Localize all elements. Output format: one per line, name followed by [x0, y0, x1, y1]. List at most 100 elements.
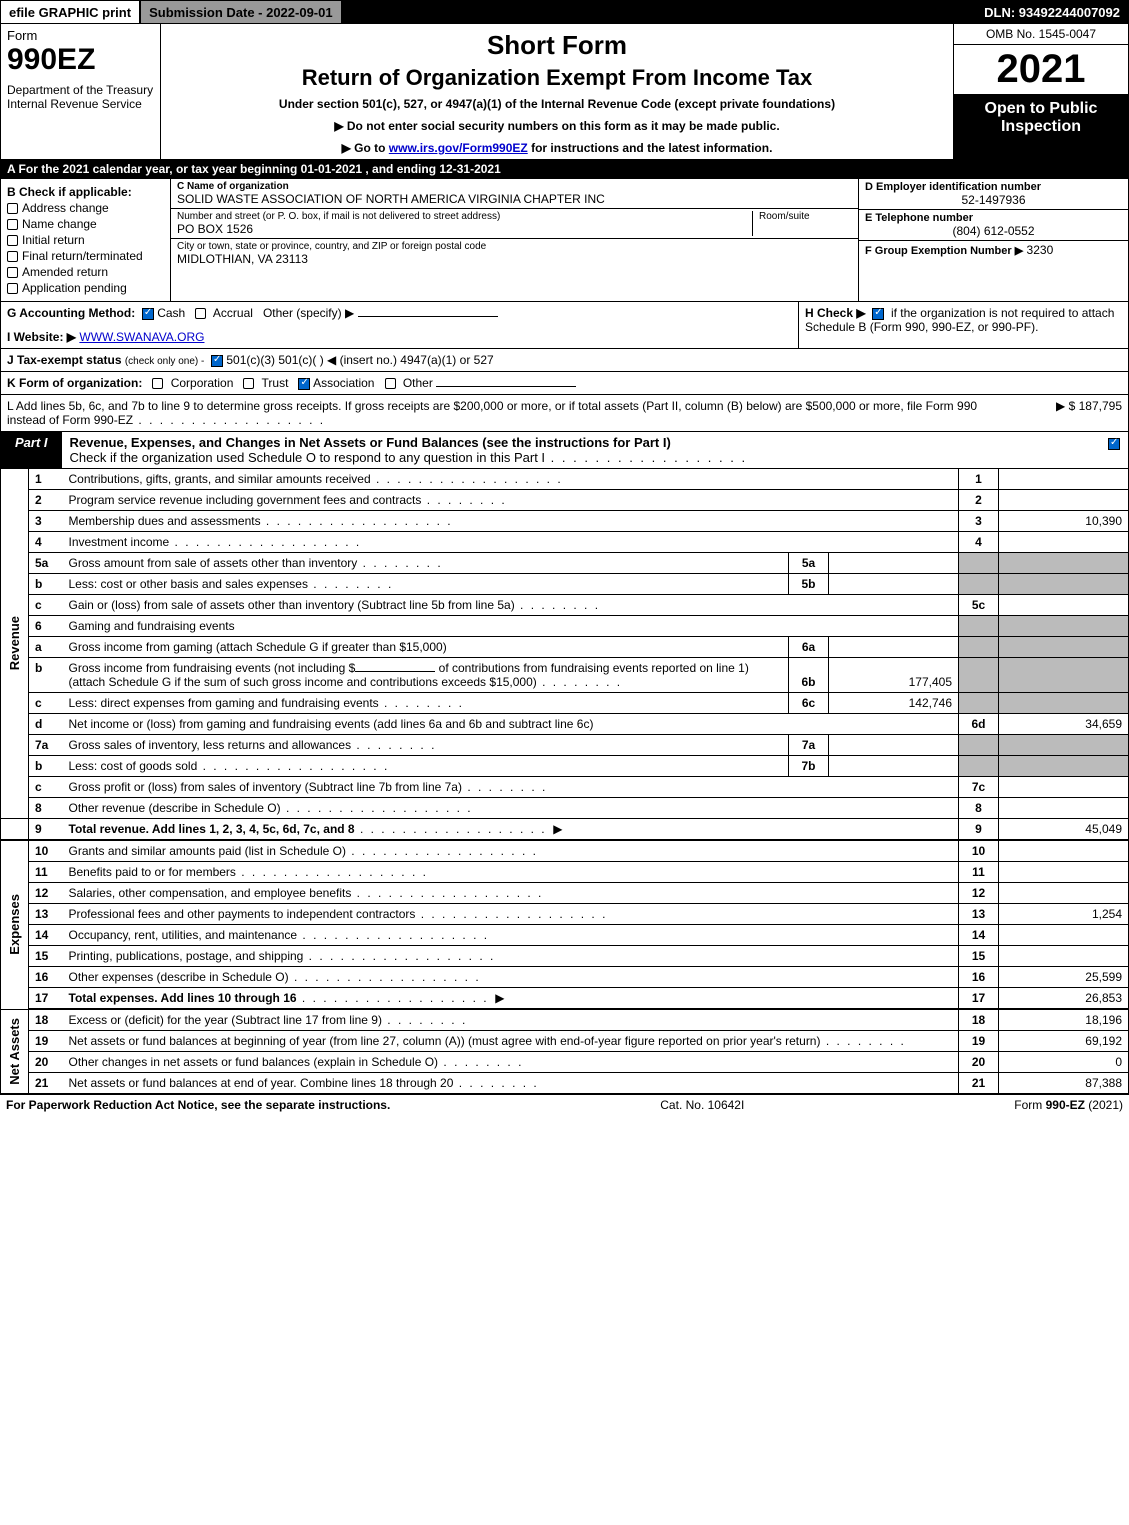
chk-assoc-icon[interactable] — [298, 378, 310, 390]
org-name-row: C Name of organization SOLID WASTE ASSOC… — [171, 179, 858, 209]
chk-h-icon[interactable] — [872, 308, 884, 320]
submission-date: Submission Date - 2022-09-01 — [139, 1, 343, 23]
row-j: J Tax-exempt status (check only one) - 5… — [0, 349, 1129, 372]
footer-right: Form 990-EZ (2021) — [1014, 1098, 1123, 1112]
g-other-blank — [358, 316, 498, 317]
line-desc: Benefits paid to or for members — [63, 862, 959, 883]
line-val-grey — [999, 637, 1129, 658]
chk-application-pending[interactable]: Application pending — [7, 281, 164, 295]
section-b-label: B Check if applicable: — [7, 185, 164, 199]
line-num: 11 — [29, 862, 63, 883]
line-desc: Net assets or fund balances at end of ye… — [63, 1073, 959, 1094]
sub-ref: 6c — [789, 693, 829, 714]
sub-val: 177,405 — [829, 658, 959, 693]
l-text: L Add lines 5b, 6c, and 7b to line 9 to … — [7, 399, 1002, 427]
k-other: Other — [403, 376, 433, 390]
line-num: 13 — [29, 904, 63, 925]
chk-address-change[interactable]: Address change — [7, 201, 164, 215]
line-val — [999, 469, 1129, 490]
line-ref: 10 — [959, 840, 999, 862]
line-desc: Excess or (deficit) for the year (Subtra… — [63, 1009, 959, 1031]
line-num: 15 — [29, 946, 63, 967]
header-left: Form 990EZ Department of the Treasury In… — [1, 24, 161, 159]
chk-label: Address change — [22, 201, 109, 215]
line-ref: 12 — [959, 883, 999, 904]
sub-val: 142,746 — [829, 693, 959, 714]
line-ref: 6d — [959, 714, 999, 735]
sub-ref: 7b — [789, 756, 829, 777]
line-val-grey — [999, 553, 1129, 574]
line-num: c — [29, 595, 63, 616]
line-ref: 5c — [959, 595, 999, 616]
chk-corp-icon[interactable] — [152, 378, 163, 389]
line-desc: Grants and similar amounts paid (list in… — [63, 840, 959, 862]
chk-501c3-icon[interactable] — [211, 355, 223, 367]
part1-check-line: Check if the organization used Schedule … — [70, 450, 546, 465]
goto-link[interactable]: www.irs.gov/Form990EZ — [389, 141, 528, 155]
chk-name-change[interactable]: Name change — [7, 217, 164, 231]
line-num: 18 — [29, 1009, 63, 1031]
chk-cash-icon[interactable] — [142, 308, 154, 320]
row-k: K Form of organization: Corporation Trus… — [0, 372, 1129, 395]
sub-ref: 7a — [789, 735, 829, 756]
row-g: G Accounting Method: Cash Accrual Other … — [1, 302, 798, 348]
line-val — [999, 883, 1129, 904]
line-val — [999, 840, 1129, 862]
line-desc: Contributions, gifts, grants, and simila… — [63, 469, 959, 490]
website-link[interactable]: WWW.SWANAVA.ORG — [79, 330, 204, 344]
line-num: 12 — [29, 883, 63, 904]
line-num: b — [29, 756, 63, 777]
line-num: 1 — [29, 469, 63, 490]
line-val — [999, 925, 1129, 946]
line-ref-grey — [959, 574, 999, 595]
line-desc: Other revenue (describe in Schedule O) — [63, 798, 959, 819]
line-ref-grey — [959, 756, 999, 777]
row-g-h: G Accounting Method: Cash Accrual Other … — [0, 302, 1129, 349]
part1-checkbox[interactable] — [1100, 432, 1128, 468]
chk-trust-icon[interactable] — [243, 378, 254, 389]
line-ref: 9 — [959, 819, 999, 841]
line-val — [999, 490, 1129, 511]
org-name: SOLID WASTE ASSOCIATION OF NORTH AMERICA… — [177, 192, 852, 206]
ein-label: D Employer identification number — [865, 181, 1122, 193]
checkbox-icon — [7, 283, 18, 294]
chk-other-icon[interactable] — [385, 378, 396, 389]
line-desc: Investment income — [63, 532, 959, 553]
line-ref: 21 — [959, 1073, 999, 1094]
chk-accrual-icon[interactable] — [195, 308, 206, 319]
line-val: 1,254 — [999, 904, 1129, 925]
goto-post: for instructions and the latest informat… — [528, 141, 773, 155]
line-desc: Less: direct expenses from gaming and fu… — [63, 693, 789, 714]
footer: For Paperwork Reduction Act Notice, see … — [0, 1094, 1129, 1115]
line-desc: Net income or (loss) from gaming and fun… — [63, 714, 959, 735]
chk-initial-return[interactable]: Initial return — [7, 233, 164, 247]
chk-final-return[interactable]: Final return/terminated — [7, 249, 164, 263]
line-num: 4 — [29, 532, 63, 553]
chk-label: Name change — [22, 217, 97, 231]
line-ref: 18 — [959, 1009, 999, 1031]
footer-center: Cat. No. 10642I — [660, 1098, 744, 1112]
line-desc: Total expenses. Add lines 10 through 16 … — [63, 988, 959, 1010]
city-value: MIDLOTHIAN, VA 23113 — [177, 252, 852, 266]
chk-amended-return[interactable]: Amended return — [7, 265, 164, 279]
line-val — [999, 532, 1129, 553]
line-ref-grey — [959, 693, 999, 714]
line-ref: 14 — [959, 925, 999, 946]
line-desc: Membership dues and assessments — [63, 511, 959, 532]
checkbox-icon — [7, 267, 18, 278]
line-num: 20 — [29, 1052, 63, 1073]
tel-row: E Telephone number (804) 612-0552 — [859, 210, 1128, 241]
line-ref-grey — [959, 553, 999, 574]
section-c-name-address: C Name of organization SOLID WASTE ASSOC… — [171, 179, 858, 301]
row-a-tax-year: A For the 2021 calendar year, or tax yea… — [0, 160, 1129, 179]
title-return: Return of Organization Exempt From Incom… — [171, 65, 943, 91]
line-ref-grey — [959, 616, 999, 637]
line-ref: 13 — [959, 904, 999, 925]
line-val-grey — [999, 658, 1129, 693]
k-corp: Corporation — [171, 376, 234, 390]
tax-year: 2021 — [954, 45, 1128, 94]
sub-ref: 6a — [789, 637, 829, 658]
checkbox-icon — [7, 251, 18, 262]
line-val — [999, 798, 1129, 819]
line-desc: Gross sales of inventory, less returns a… — [63, 735, 789, 756]
